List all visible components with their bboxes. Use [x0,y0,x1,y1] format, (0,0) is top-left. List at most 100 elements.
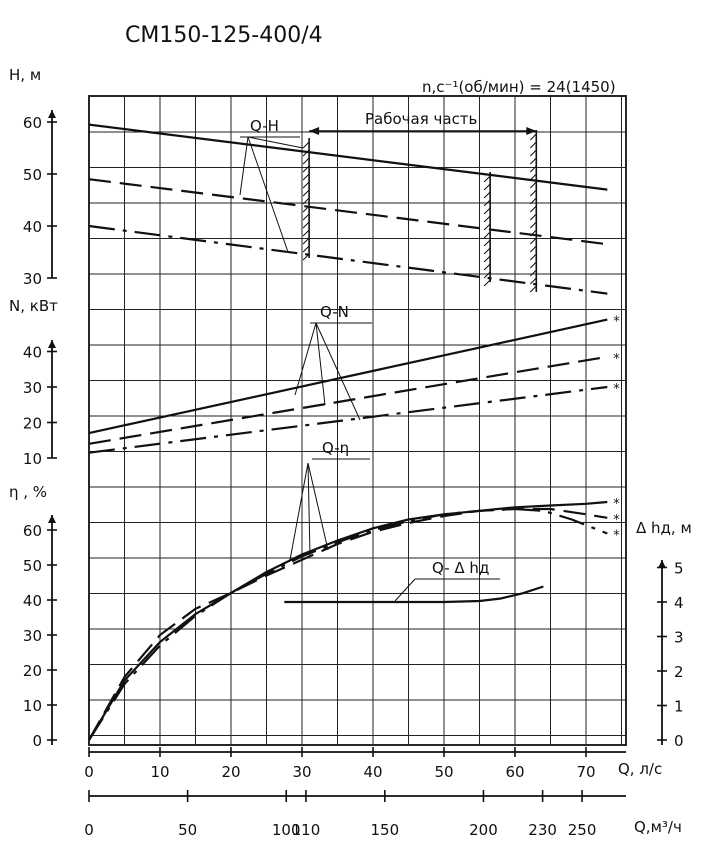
axis-tick-label: 1 [674,698,684,716]
x-axis-tick-label: 50 [434,763,453,781]
curve-end-marker: * [613,513,620,528]
h-axis-label: H, м [9,66,41,84]
working-range-hatch [529,221,537,229]
curve-H-solid [88,123,608,191]
working-range-hatch [529,133,537,141]
label-leader-line [289,462,309,561]
axis-tick-label: 30 [23,627,42,645]
working-range-hatch [529,229,537,237]
axis-arrow-N [48,340,56,348]
q-dh-label: Q- Δ hд [432,559,489,577]
working-range-hatch [529,149,537,157]
working-range-hatch [483,215,491,223]
curve-end-marker: * [613,352,620,367]
working-range-hatch [302,157,310,165]
working-range-hatch [302,181,310,189]
working-range-hatch [483,263,491,271]
n-axis-label: N, кВт [9,297,58,315]
axis-tick-label: 5 [674,560,684,578]
working-range-arrowhead-right [526,127,537,135]
axis-tick-label: 0 [674,732,684,750]
working-range-hatch [529,141,537,149]
axis-tick-label: 40 [23,344,42,362]
curve-end-marker: * [613,382,620,397]
working-range-hatch [529,165,537,173]
axis-tick-label: 0 [32,732,42,750]
axis-tick-label: 30 [23,379,42,397]
x-axis-tick-label: 30 [292,763,311,781]
q-n-label: Q-N [320,303,349,321]
working-range-hatch [529,173,537,181]
axis-tick-label: 2 [674,663,684,681]
curve-eta-dashed [88,507,608,741]
working-range-hatch [529,157,537,165]
working-range-hatch [302,213,310,221]
working-range-hatch [483,255,491,263]
x2-axis-tick-label: 100 [272,821,301,839]
working-range-hatch [302,165,310,173]
x2-axis-tick-label: 50 [178,821,197,839]
curve-end-marker: * [613,529,620,544]
axis-tick-label: 50 [23,166,42,184]
axis-tick-label: 10 [23,697,42,715]
x2-axis-label: Q,м³/ч [634,818,682,836]
dh-axis-label: Δ hд, м [636,519,692,537]
working-range-hatch [483,231,491,239]
working-range-hatch [529,181,537,189]
working-range-hatch [529,237,537,245]
axis-tick-label: 4 [674,594,684,612]
working-range-hatch [483,191,491,199]
curve-dh-solid [284,585,544,604]
axis-tick-label: 10 [23,450,42,468]
label-leader-line [247,136,289,253]
working-range-hatch [529,277,537,285]
working-range-label: Рабочая часть [365,110,477,128]
working-range-hatch [483,183,491,191]
x-axis-label: Q, л/с [618,760,662,778]
curve-eta-dashdot [88,507,608,741]
curve-N-dashed [88,355,608,445]
working-range-hatch [302,197,310,205]
label-leader-line [394,578,416,602]
label-leader-line [315,322,361,421]
working-range-hatch [483,207,491,215]
working-range-hatch [302,229,310,237]
x2-axis-tick-label: 0 [84,821,94,839]
axis-tick-label: 40 [23,592,42,610]
working-range-hatch [529,269,537,277]
label-leader-line [307,462,329,551]
working-range-hatch [302,173,310,181]
eta-axis-label: η , % [9,483,47,501]
q-h-label: Q-H [250,117,279,135]
curve-end-marker: * [613,497,620,512]
working-range-hatch [302,237,310,245]
working-range-hatch [483,199,491,207]
plot-frame [88,95,627,746]
working-range-hatch [529,197,537,205]
axis-tick-label: 60 [23,114,42,132]
working-range-hatch [483,223,491,231]
speed-label: n,c⁻¹(об/мин) = 24(1450) [422,78,616,96]
axis-arrow-H [48,110,56,118]
x2-axis-tick-label: 110 [292,821,321,839]
curve-eta-solid [88,500,608,741]
working-range-arrowhead-left [309,127,320,135]
working-range-hatch [483,175,491,183]
working-range-hatch [529,253,537,261]
axis-tick-label: 20 [23,662,42,680]
chart-curves: ****** [88,123,620,741]
curve-N-solid [88,318,608,435]
working-range-hatch [483,279,491,287]
working-range-hatch [483,247,491,255]
label-leader-line [239,136,249,196]
chart-title: СМ150-125-400/4 [125,23,323,48]
working-range-hatch [529,205,537,213]
x-axis-tick-label: 0 [84,763,94,781]
axis-tick-label: 20 [23,415,42,433]
label-leader-line [315,322,326,406]
working-range-hatch [483,271,491,279]
axis-tick-label: 60 [23,522,42,540]
q-eta-label: Q-η [322,439,349,457]
working-range-hatch [529,245,537,253]
